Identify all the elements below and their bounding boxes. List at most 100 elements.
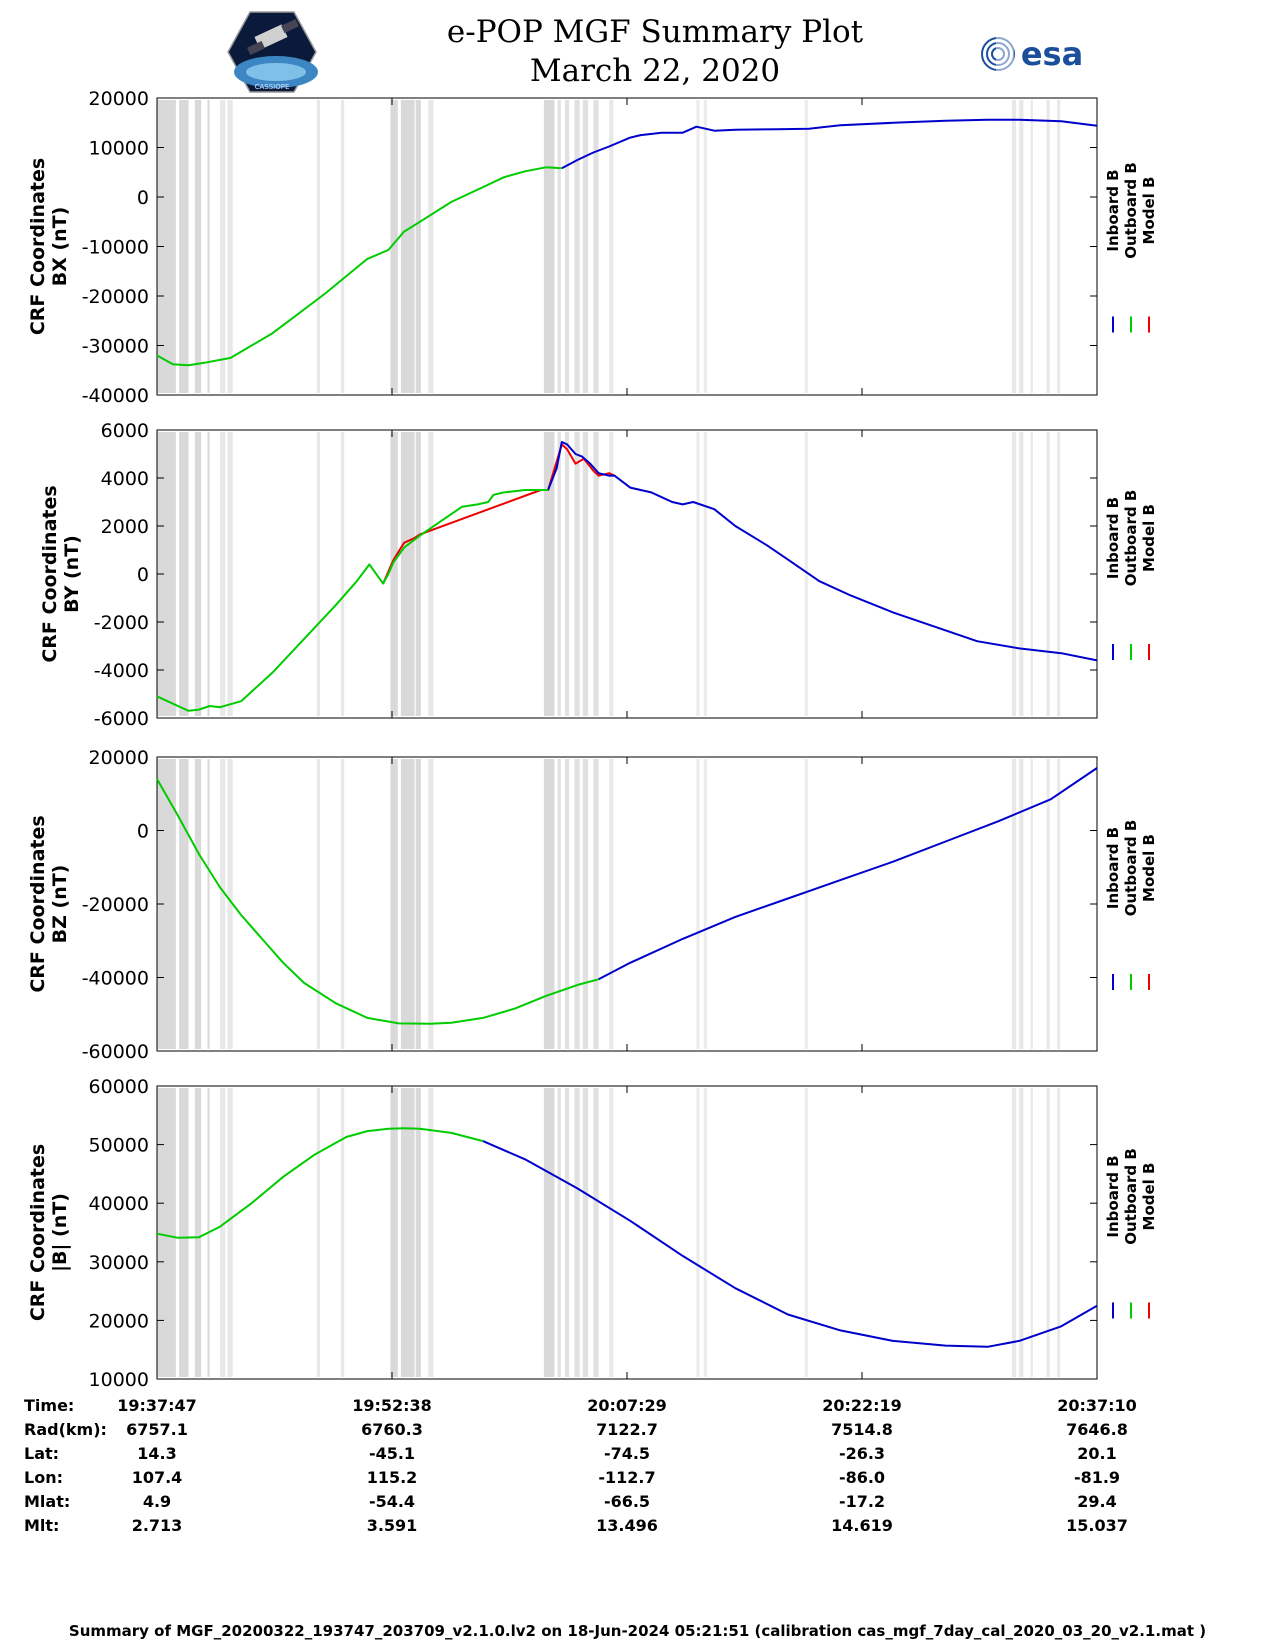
data-gap-band [593, 1088, 599, 1377]
data-gap-band [227, 759, 233, 1049]
data-gap-band [557, 759, 561, 1049]
y-tick-label: -20000 [82, 286, 149, 308]
legend-inboard-b: Inboard B [1104, 169, 1122, 251]
data-gap-band [157, 1088, 176, 1377]
data-gap-band [194, 759, 202, 1049]
y-axis-unit-label: BZ (nT) [49, 865, 71, 944]
data-gap-band [428, 100, 434, 393]
series-outboard-b-line [156, 166, 562, 367]
table-cell: 7122.7 [596, 1420, 658, 1439]
data-gap-band [341, 1088, 345, 1377]
data-gap-band [207, 432, 210, 716]
table-cell: -74.5 [603, 1444, 651, 1463]
data-gap-band [415, 1088, 421, 1377]
table-cell: -66.5 [603, 1492, 651, 1511]
table-cell: 107.4 [131, 1468, 183, 1487]
data-gap-band [1019, 100, 1024, 393]
data-gap-band [1030, 759, 1033, 1049]
data-gap-band [609, 1088, 614, 1377]
data-gap-band [220, 1088, 226, 1377]
data-gap-band [194, 432, 202, 716]
data-gap-band [1019, 1088, 1024, 1377]
data-gap-band [400, 432, 415, 716]
data-gap-band [1046, 432, 1050, 716]
data-gap-band [220, 759, 226, 1049]
data-gap-band [390, 759, 398, 1049]
data-gap-band [316, 1088, 320, 1377]
legend-model-b: Model B [1140, 834, 1158, 902]
data-gap-band [1057, 432, 1061, 716]
data-gap-band [557, 432, 561, 716]
data-gap-band [428, 432, 434, 716]
series-inboard-b-line [598, 767, 1098, 981]
series-outboard-b-line [156, 778, 599, 1025]
table-row-label: Mlat: [24, 1492, 71, 1511]
data-gap-band [703, 759, 707, 1049]
data-gap-band [207, 100, 210, 393]
series-outboard-b-line [156, 1127, 484, 1239]
table-cell: 15.037 [1066, 1516, 1128, 1535]
y-axis-unit-label: |B| (nT) [49, 1193, 71, 1272]
data-gap-band [1030, 100, 1033, 393]
data-gap-band [428, 759, 434, 1049]
table-row-label: Mlt: [24, 1516, 60, 1535]
data-gap-band [696, 759, 700, 1049]
data-gap-band [557, 100, 561, 393]
y-tick-label: 50000 [89, 1135, 149, 1157]
data-gap-band [415, 100, 421, 393]
data-gap-band [415, 432, 421, 716]
y-tick-label: 10000 [89, 1369, 149, 1391]
y-tick-label: 4000 [101, 468, 149, 490]
data-gap-band [582, 432, 589, 716]
data-gap-band [157, 432, 176, 716]
legend-outboard-b: Outboard B [1122, 162, 1140, 259]
table-cell: 20:37:10 [1057, 1396, 1137, 1415]
legend-inboard-b: Inboard B [1104, 827, 1122, 909]
data-gap-band [227, 1088, 233, 1377]
legend-outboard-b: Outboard B [1122, 820, 1140, 917]
data-gap-band [593, 759, 599, 1049]
table-cell: 6757.1 [126, 1420, 188, 1439]
esa-logo-text: esa [1021, 35, 1083, 73]
series-inboard-b-line [561, 118, 1098, 170]
data-gap-band [1057, 1088, 1061, 1377]
cassiope-logo-text: CASSIOPE [255, 83, 290, 91]
table-cell: 20:07:29 [587, 1396, 667, 1415]
y-tick-label: 30000 [89, 1252, 149, 1274]
data-gap-band [400, 1088, 415, 1377]
y-tick-label: 20000 [89, 88, 149, 110]
data-gap-band [179, 759, 189, 1049]
data-gap-band [227, 432, 233, 716]
data-gap-band [400, 100, 415, 393]
y-tick-label: -40000 [82, 968, 149, 990]
series-inboard-b-line [482, 1140, 1098, 1348]
data-gap-band [543, 1088, 555, 1377]
y-tick-label: -6000 [94, 708, 149, 730]
data-gap-band [1030, 432, 1033, 716]
data-gap-band [227, 100, 233, 393]
table-cell: 4.9 [142, 1492, 172, 1511]
data-gap-band [157, 759, 176, 1049]
data-gap-band [804, 432, 808, 716]
y-axis-unit-label: BY (nT) [61, 535, 83, 613]
data-gap-band [543, 100, 555, 393]
y-tick-label: 2000 [101, 516, 149, 538]
data-gap-band [390, 1088, 398, 1377]
table-cell: 29.4 [1077, 1492, 1117, 1511]
data-gap-band [207, 759, 210, 1049]
data-gap-band [696, 1088, 700, 1377]
data-gap-band [593, 100, 599, 393]
data-gap-band [1011, 759, 1017, 1049]
y-tick-label: 40000 [89, 1193, 149, 1215]
table-cell: -112.7 [598, 1468, 656, 1487]
table-cell: 20:22:19 [822, 1396, 902, 1415]
data-gap-band [1046, 100, 1050, 393]
data-gap-band [582, 759, 589, 1049]
data-gap-band [220, 432, 226, 716]
legend-outboard-b: Outboard B [1122, 490, 1140, 587]
y-tick-label: 0 [137, 187, 149, 209]
data-gap-band [564, 1088, 570, 1377]
table-cell: -54.4 [368, 1492, 416, 1511]
data-gap-band [1011, 432, 1017, 716]
